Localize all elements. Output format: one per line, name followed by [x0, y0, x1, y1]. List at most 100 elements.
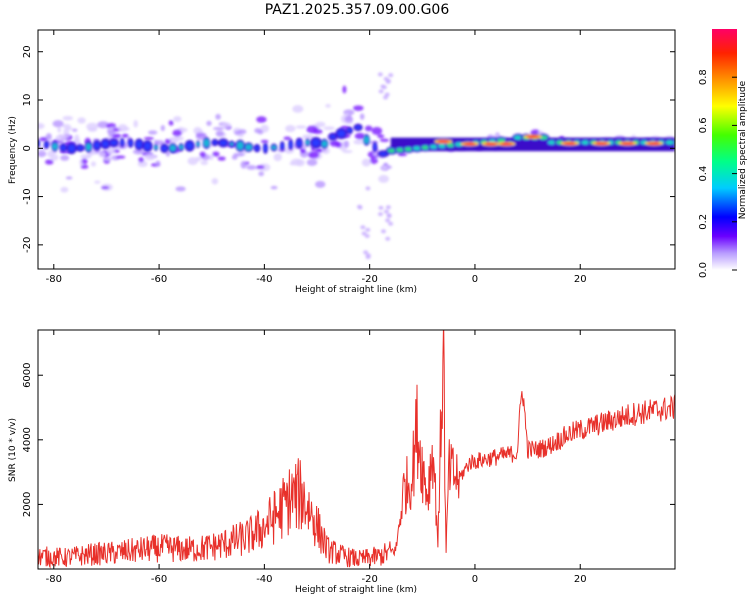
spectrogram-patch [107, 147, 115, 155]
spectrogram-band [143, 142, 152, 150]
spectrogram-patch [45, 133, 52, 140]
spectrogram-patch [365, 227, 371, 232]
spectrogram-band [497, 138, 506, 143]
spectrogram-patch [383, 209, 389, 214]
p1-ytick-label: -10 [22, 188, 33, 204]
p1-xtick-label: -60 [151, 274, 167, 285]
spectrogram-patch [165, 150, 170, 157]
spectrogram-patch [354, 132, 366, 140]
chart-title: PAZ1.2025.357.09.00.G06 [265, 2, 450, 18]
spectrogram-band [647, 142, 660, 145]
spectrogram-patch [383, 95, 389, 100]
spectrogram-band [212, 140, 218, 145]
spectrogram-patch [155, 139, 165, 146]
spectrogram-band [179, 145, 184, 150]
spectrogram-patch [173, 135, 184, 142]
spectrogram-band [404, 147, 413, 152]
colorbar-tick-label: 0.2 [698, 214, 709, 230]
spectrogram-patch [343, 140, 350, 148]
spectrogram-patch [379, 138, 390, 143]
spectrogram-patch [52, 120, 64, 128]
p1-xtick-label: 20 [574, 274, 587, 285]
spectrogram-band [219, 140, 228, 146]
spectrogram-patch [295, 125, 307, 129]
spectrogram-patch [175, 186, 186, 192]
spectrogram-band [203, 139, 210, 147]
spectrogram-patch [292, 105, 304, 113]
spectrogram-patch [122, 133, 129, 138]
spectrogram-patch [57, 127, 62, 133]
p1-ytick-label: 20 [22, 45, 33, 58]
spectrogram-patch [65, 126, 73, 131]
x-axis-label-2: Height of straight line (km) [295, 585, 417, 595]
spectrogram-patch [342, 85, 347, 94]
spectrogram-patch [193, 126, 202, 135]
spectrogram-patch [254, 127, 262, 134]
spectrogram-band [379, 152, 388, 156]
spectrogram-patch [234, 130, 242, 136]
p1-xtick-label: -40 [256, 274, 272, 285]
spectrogram-band [60, 145, 66, 151]
spectrogram-patch [138, 157, 144, 163]
colorbar: 0.0 0.2 0.4 0.6 0.8 Normalized spectral ampl… [698, 29, 748, 278]
p2-xtick-label: -60 [151, 574, 167, 585]
spectrogram-patch [101, 186, 110, 190]
spectrogram-band [110, 140, 118, 146]
spectrogram-band [321, 140, 328, 147]
spectrogram-band [280, 143, 284, 150]
spectrogram-band [311, 138, 321, 147]
spectrogram-patch [364, 233, 370, 238]
spectrogram-band [526, 135, 539, 139]
spectrogram-band [500, 142, 513, 146]
spectrogram-patch [315, 180, 326, 188]
spectrogram-patch [377, 134, 385, 139]
p1-ytick-label: -20 [22, 237, 33, 253]
spectrogram-band [387, 148, 396, 153]
spectrogram-patch [195, 132, 207, 141]
spectrogram-band [245, 144, 252, 151]
spectrogram-patch [107, 129, 116, 136]
spectrogram-band [595, 142, 608, 145]
spectrogram-patch [357, 205, 363, 210]
spectrogram-patch [306, 125, 319, 134]
spectrogram-band [347, 128, 352, 133]
spectrogram-band [305, 140, 310, 145]
spectrogram-band [135, 140, 143, 149]
spectrogram-patch [329, 140, 340, 147]
spectrogram-patch [94, 180, 101, 184]
spectrogram-patch [231, 154, 238, 160]
spectrogram-band [621, 142, 634, 145]
spectrogram-patch [360, 225, 366, 230]
spectrogram-patch [39, 137, 48, 142]
spectrogram-patch [187, 157, 199, 166]
spectrogram-patch [62, 115, 74, 121]
spectrogram-patch [98, 151, 106, 158]
spectrogram-patch [381, 166, 388, 170]
p2-xtick-label: -80 [46, 574, 62, 585]
spectrogram-band [229, 142, 234, 146]
spectrogram-patch [388, 221, 394, 226]
spectrogram-patch [300, 149, 306, 154]
spectrogram-patch [65, 176, 73, 180]
spectrogram-patch [323, 126, 335, 131]
spectrogram-band [563, 142, 576, 145]
spectrogram-patch [77, 117, 86, 124]
p2-ytick-label: 2000 [22, 492, 33, 517]
spectrogram-patch [353, 105, 364, 111]
spectrogram-patch [344, 115, 354, 123]
spectrogram-patch [63, 128, 70, 136]
spectrogram-patch [325, 104, 331, 108]
snr-series-line [38, 330, 675, 569]
spectrogram-band [354, 125, 362, 130]
spectrogram-patch [308, 151, 320, 159]
spectrogram-band [271, 145, 277, 150]
spectrogram-patch [290, 158, 303, 166]
spectrogram-patch [369, 156, 378, 165]
spectrogram-patch [212, 126, 225, 131]
spectrogram-patch [221, 122, 232, 128]
spectrogram-band [101, 140, 109, 148]
spectrogram-patch [38, 122, 45, 130]
spectrogram-band [437, 140, 450, 143]
plot-frame-2 [37, 329, 676, 570]
